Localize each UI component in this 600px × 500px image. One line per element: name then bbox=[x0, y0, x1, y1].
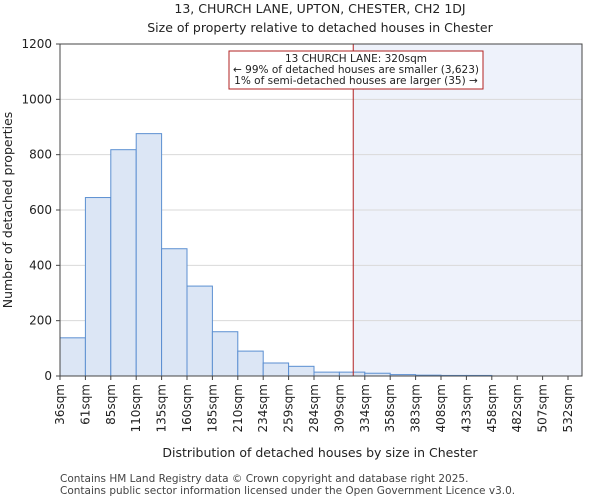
x-tick-label-309sqm: 309sqm bbox=[332, 384, 346, 432]
x-tick-label-160sqm: 160sqm bbox=[180, 384, 194, 432]
y-tick-label-1200: 1200 bbox=[21, 37, 52, 51]
bar-185sqm bbox=[211, 331, 239, 377]
x-tick-label-482sqm: 482sqm bbox=[510, 384, 524, 432]
x-tick-label-334sqm: 334sqm bbox=[358, 384, 372, 432]
x-tick-label-507sqm: 507sqm bbox=[536, 384, 550, 432]
x-tick-label-259sqm: 259sqm bbox=[282, 384, 296, 432]
y-tick-label-0: 0 bbox=[44, 369, 52, 383]
bar-85sqm bbox=[110, 149, 137, 377]
bar-259sqm bbox=[288, 365, 315, 377]
bar-284sqm bbox=[313, 371, 340, 377]
x-tick-label-532sqm: 532sqm bbox=[561, 384, 575, 432]
x-tick-label-135sqm: 135sqm bbox=[155, 384, 169, 432]
x-tick-label-358sqm: 358sqm bbox=[383, 384, 397, 432]
bar-210sqm bbox=[237, 350, 264, 377]
x-tick-label-383sqm: 383sqm bbox=[409, 384, 423, 432]
y-tick-label-600: 600 bbox=[29, 203, 52, 217]
x-tick-label-234sqm: 234sqm bbox=[256, 384, 270, 432]
y-tick-label-800: 800 bbox=[29, 148, 52, 162]
bar-309sqm bbox=[338, 371, 366, 377]
bar-135sqm bbox=[161, 248, 188, 377]
x-axis-title: Distribution of detached houses by size … bbox=[162, 445, 478, 460]
x-tick-label-458sqm: 458sqm bbox=[485, 384, 499, 432]
x-tick-label-408sqm: 408sqm bbox=[434, 384, 448, 432]
chart-title-line2: Size of property relative to detached ho… bbox=[147, 20, 493, 35]
bar-160sqm bbox=[186, 285, 213, 377]
y-axis-ticks: 0 200 400 600 800 1000 1200 bbox=[21, 37, 60, 383]
bar-234sqm bbox=[262, 362, 290, 377]
x-axis-ticks: 36sqm 61sqm 85sqm 110sqm 135sqm 160sqm 185sqm 2… bbox=[53, 376, 575, 432]
x-tick-label-210sqm: 210sqm bbox=[231, 384, 245, 432]
x-tick-label-284sqm: 284sqm bbox=[307, 384, 321, 432]
footer-line1: Contains HM Land Registry data © Crown c… bbox=[60, 473, 469, 485]
y-axis-title: Number of detached properties bbox=[0, 112, 15, 309]
y-tick-label-200: 200 bbox=[29, 314, 52, 328]
x-tick-label-36sqm: 36sqm bbox=[53, 384, 67, 425]
x-tick-label-61sqm: 61sqm bbox=[78, 384, 92, 425]
x-tick-label-85sqm: 85sqm bbox=[104, 384, 118, 425]
annotation-line1: 13 CHURCH LANE: 320sqm bbox=[285, 53, 427, 65]
annotation-frame bbox=[228, 50, 484, 90]
x-tick-label-185sqm: 185sqm bbox=[205, 384, 219, 432]
footer-line2: Contains public sector information licen… bbox=[60, 485, 516, 497]
y-tick-label-400: 400 bbox=[29, 258, 52, 272]
x-tick-label-110sqm: 110sqm bbox=[129, 384, 143, 432]
y-tick-label-1000: 1000 bbox=[21, 92, 52, 106]
chart-title-line1: 13, CHURCH LANE, UPTON, CHESTER, CH2 1DJ bbox=[174, 1, 465, 16]
annotation-line2: ← 99% of detached houses are smaller (3,… bbox=[233, 64, 479, 76]
x-tick-label-433sqm: 433sqm bbox=[459, 384, 473, 432]
bar-110sqm bbox=[135, 133, 163, 377]
annotation-box: 13 CHURCH LANE: 320sqm ← 99% of detached… bbox=[228, 50, 484, 90]
bar-36sqm bbox=[59, 337, 86, 377]
bar-61sqm bbox=[84, 197, 112, 377]
annotation-line3: 1% of semi-detached houses are larger (3… bbox=[234, 75, 478, 87]
